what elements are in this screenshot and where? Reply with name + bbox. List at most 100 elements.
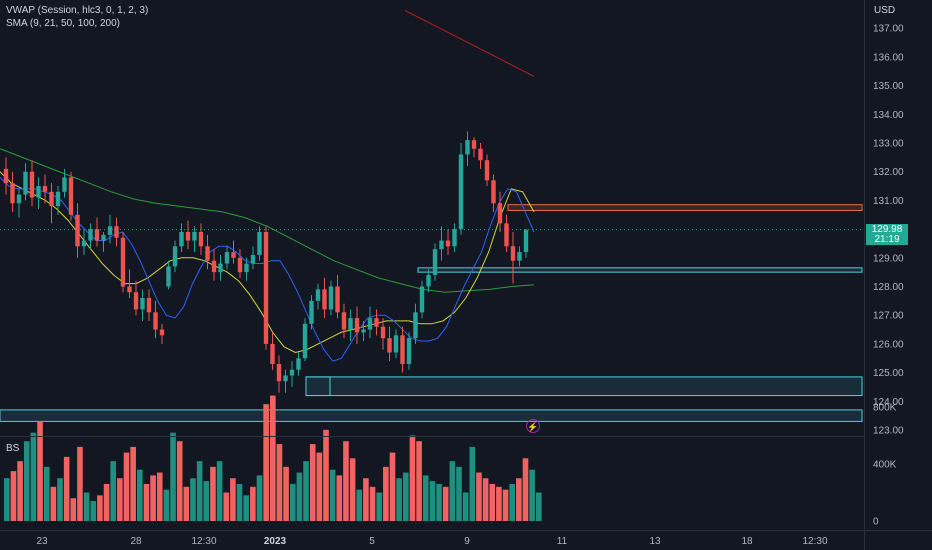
volume-bar (110, 461, 116, 521)
candle-body (153, 312, 158, 330)
volume-bar (383, 466, 389, 521)
candle (211, 249, 217, 281)
currency-label: USD (874, 5, 895, 16)
volume-bar (429, 481, 436, 521)
candle-body (341, 312, 347, 330)
candle-body (458, 154, 464, 230)
volume-bar (223, 492, 230, 521)
volume-bar (323, 429, 329, 521)
volume-bar (150, 475, 156, 521)
candle (315, 283, 321, 310)
bolt-icon[interactable]: ⚡ (526, 419, 540, 433)
volume-bar (436, 483, 442, 521)
candle-body (289, 369, 295, 376)
candle-body (309, 300, 314, 324)
time-tick-label: 9 (464, 536, 470, 547)
volume-bar (230, 478, 236, 521)
candle (224, 246, 230, 270)
candle-body (172, 246, 178, 267)
volume-bar (336, 475, 343, 521)
candle-body (237, 257, 243, 273)
volume-bar (250, 486, 256, 521)
candle (497, 191, 503, 232)
candle (413, 303, 418, 344)
volume-bar (130, 446, 136, 521)
candle (276, 355, 282, 393)
candle (452, 223, 457, 253)
price-tick-label: 129.00 (873, 253, 904, 264)
candle (88, 223, 93, 250)
candle-body (244, 263, 249, 273)
candle (361, 320, 366, 342)
volume-bar (117, 478, 123, 521)
volume-bar (270, 395, 276, 521)
candle-body (250, 254, 256, 264)
volume-bar (70, 498, 77, 521)
last-price-tag: 129.98 21:19 (866, 224, 908, 245)
candle-body (413, 312, 418, 339)
volume-bar (389, 452, 396, 521)
volume-bar (123, 452, 130, 521)
support-zone (417, 267, 863, 273)
volume-bar (283, 466, 289, 521)
candle-body (296, 358, 301, 370)
candle-body (471, 140, 477, 149)
sma-legend[interactable]: SMA (9, 21, 50, 100, 200) (6, 18, 120, 29)
candle (354, 306, 360, 344)
candle (244, 257, 249, 281)
volume-bar (529, 469, 535, 521)
vwap-legend[interactable]: VWAP (Session, hlc3, 0, 1, 2, 3) (6, 5, 149, 16)
candle-body (452, 229, 457, 247)
candle-body (354, 318, 360, 333)
candle-body (49, 191, 54, 207)
volume-bar (509, 483, 515, 521)
vwap-line (404, 9, 535, 77)
candle (101, 231, 106, 253)
candle (296, 352, 301, 376)
candle (205, 234, 210, 270)
volume-bar (23, 441, 30, 521)
candle (400, 326, 405, 373)
candle (81, 229, 87, 255)
candle-body (276, 363, 282, 382)
candle (114, 217, 119, 247)
candle-body (179, 231, 184, 247)
volume-legend[interactable]: BS (6, 443, 20, 454)
candle-body (322, 289, 327, 310)
candle (458, 143, 464, 235)
candle-body (387, 338, 392, 353)
volume-bar (43, 466, 50, 521)
candle (504, 214, 509, 253)
candle (62, 168, 67, 198)
candle-body (445, 240, 451, 247)
candle (250, 246, 256, 270)
candle (153, 300, 158, 339)
candle (159, 323, 165, 344)
volume-bar (17, 461, 23, 521)
candle (49, 183, 54, 224)
candle (387, 326, 392, 362)
candle (10, 171, 15, 212)
resistance-zone (507, 204, 863, 211)
candle (374, 309, 379, 336)
price-tick-label: 135.00 (873, 81, 904, 92)
candle-body (257, 231, 262, 255)
volume-bar (469, 446, 476, 521)
volume-bar (77, 446, 83, 521)
price-tick-label: 125.00 (873, 368, 904, 379)
candle-body (465, 140, 470, 155)
candle-body (224, 252, 230, 264)
candle-body (146, 297, 152, 313)
candle-body (484, 160, 490, 181)
candle (179, 223, 184, 253)
candle-body (140, 297, 145, 310)
volume-bar (210, 466, 216, 521)
time-tick-label: 12:30 (802, 536, 827, 547)
candle (302, 318, 308, 362)
candle (29, 160, 35, 207)
candle (172, 240, 178, 273)
price-tick-label: 126.00 (873, 339, 904, 350)
support-zone (305, 376, 863, 397)
candle (484, 154, 490, 187)
